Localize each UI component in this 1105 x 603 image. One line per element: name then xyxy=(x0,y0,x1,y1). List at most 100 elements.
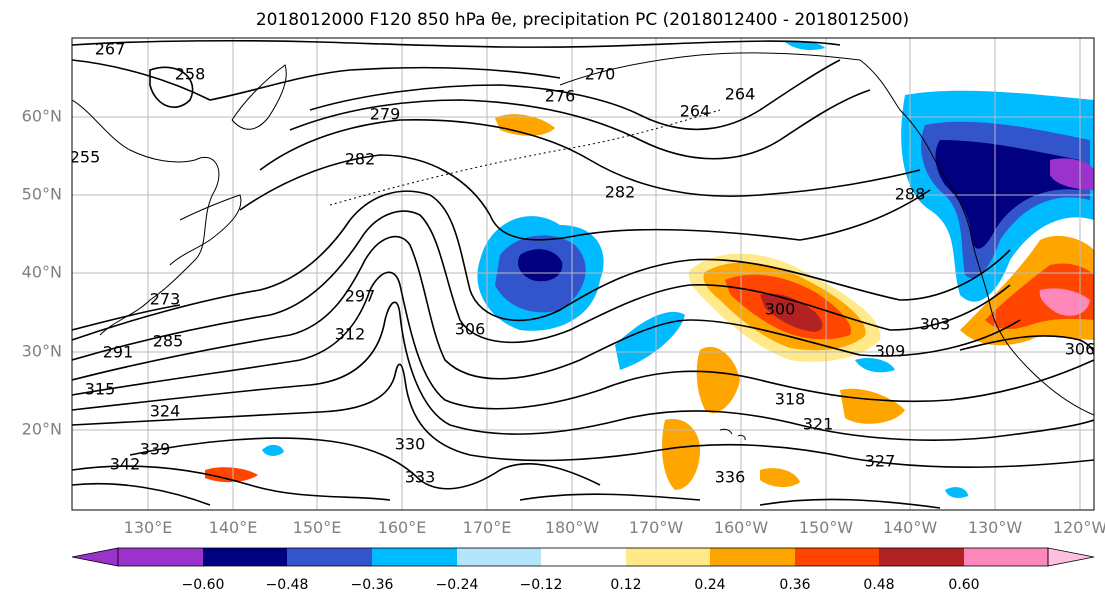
lon-label: 150°W xyxy=(799,518,854,537)
colorbar-segment xyxy=(372,548,457,566)
negative-region-northeast-dark xyxy=(935,140,1080,249)
contour-label: 264 xyxy=(725,85,756,104)
lat-label: 60°N xyxy=(22,107,62,126)
contour-288 xyxy=(239,154,931,241)
contour-label: 279 xyxy=(370,105,401,124)
contour-321 xyxy=(72,301,1094,441)
colorbar-segment xyxy=(626,548,710,566)
contour-label: 300 xyxy=(765,300,796,319)
positive-patch-south-1 xyxy=(696,346,740,414)
lon-label: 170°E xyxy=(463,518,512,537)
map-frame xyxy=(71,37,1095,511)
contour-label: 264 xyxy=(680,102,711,121)
contour-label: 339 xyxy=(140,440,171,459)
contour-282 xyxy=(259,118,921,198)
colorbar-tick: 0.36 xyxy=(779,577,810,593)
contour-label: 315 xyxy=(85,380,116,399)
lon-label: 120°W xyxy=(1053,518,1105,537)
lat-label: 30°N xyxy=(22,342,62,361)
contour-label: 309 xyxy=(875,342,906,361)
theta-e-contours xyxy=(72,39,1094,509)
colorbar-ticks: −0.60 −0.48 −0.36 −0.24 −0.12 0.12 0.24 … xyxy=(182,577,980,593)
longitude-labels: 130°E 140°E 150°E 160°E 170°E 180°W 170°… xyxy=(124,518,1105,537)
contour-label: 282 xyxy=(345,150,376,169)
graticule xyxy=(72,38,1094,510)
contour-label: 297 xyxy=(345,287,376,306)
coastline-asia xyxy=(72,99,220,336)
contour-276 xyxy=(309,59,841,131)
latitude-labels: 60°N 50°N 40°N 30°N 20°N xyxy=(22,107,62,439)
lon-label: 160°W xyxy=(714,518,769,537)
colorbar-min-extension xyxy=(71,547,119,567)
contour-279 xyxy=(289,89,871,160)
contour-label: 285 xyxy=(153,332,184,351)
lon-label: 170°W xyxy=(629,518,684,537)
negative-patch-5 xyxy=(945,487,968,498)
contour-label: 276 xyxy=(545,87,576,106)
negative-patch-3 xyxy=(855,358,895,373)
contour-270 xyxy=(72,59,561,101)
positive-patch-south-5 xyxy=(760,468,800,488)
contour-315 xyxy=(72,271,1094,410)
contour-label: 255 xyxy=(70,148,101,167)
contour-label: 288 xyxy=(895,185,926,204)
contour-label: 273 xyxy=(150,290,181,309)
colorbar-segment xyxy=(964,548,1048,566)
colorbar-tick: 0.48 xyxy=(863,577,894,593)
contour-309 xyxy=(72,235,1021,381)
negative-patch-1 xyxy=(615,311,685,370)
lon-label: 160°E xyxy=(378,518,427,537)
contour-label: 324 xyxy=(150,402,181,421)
contour-label: 291 xyxy=(103,343,134,362)
contour-label: 321 xyxy=(803,415,834,434)
colorbar-segment xyxy=(287,548,372,566)
positive-region-east-max xyxy=(760,293,823,332)
colorbar-tick: −0.36 xyxy=(351,577,394,593)
contour-label: 333 xyxy=(405,468,436,487)
colorbar-segment xyxy=(541,548,626,566)
positive-patch-south-2 xyxy=(662,419,700,490)
coastline-kamchatka xyxy=(231,64,287,130)
lon-label: 130°W xyxy=(968,518,1023,537)
contour-258 xyxy=(149,66,194,109)
lat-label: 50°N xyxy=(22,185,62,204)
coastline-north-america xyxy=(939,169,1094,416)
colorbar-outline xyxy=(117,547,1049,567)
colorbar: −0.60 −0.48 −0.36 −0.24 −0.12 0.12 0.24 … xyxy=(71,547,1095,593)
anomaly-shading xyxy=(205,41,1094,498)
contour-297 xyxy=(72,190,1011,341)
contour-label: 306 xyxy=(455,320,486,339)
colorbar-tick: −0.48 xyxy=(266,577,309,593)
contour-267 xyxy=(72,39,841,48)
coastline-hawaii xyxy=(719,428,746,441)
negative-patch-4 xyxy=(262,444,284,456)
contour-label: 327 xyxy=(865,452,896,471)
colorbar-segment xyxy=(710,548,795,566)
contour-291 xyxy=(72,304,181,331)
lon-label: 140°W xyxy=(883,518,938,537)
contour-label: 306 xyxy=(1065,340,1096,359)
map-title: 2018012000 F120 850 hPa θe, precipitatio… xyxy=(255,10,910,30)
lon-label: 140°E xyxy=(209,518,258,537)
positive-patch-south-4 xyxy=(205,467,258,483)
colorbar-tick: −0.60 xyxy=(182,577,225,593)
lon-label: 180°W xyxy=(545,518,600,537)
lat-label: 40°N xyxy=(22,263,62,282)
contour-label: 342 xyxy=(110,455,141,474)
contour-label: 318 xyxy=(775,390,806,409)
contour-label: 270 xyxy=(585,65,616,84)
colorbar-segment xyxy=(118,548,203,566)
lon-label: 150°E xyxy=(293,518,342,537)
negative-region-purple xyxy=(1050,158,1094,190)
contour-label: 336 xyxy=(715,468,746,487)
colorbar-tick: 0.12 xyxy=(610,577,641,593)
coastline-japan xyxy=(169,194,242,266)
colorbar-segment xyxy=(457,548,541,566)
coastline-alaska xyxy=(559,52,941,171)
contour-339 xyxy=(72,465,701,501)
contour-342 xyxy=(72,482,941,509)
colorbar-tick: 0.60 xyxy=(948,577,979,593)
negative-patch-2 xyxy=(785,41,825,50)
colorbar-segment xyxy=(795,548,879,566)
contour-333 xyxy=(129,437,601,490)
